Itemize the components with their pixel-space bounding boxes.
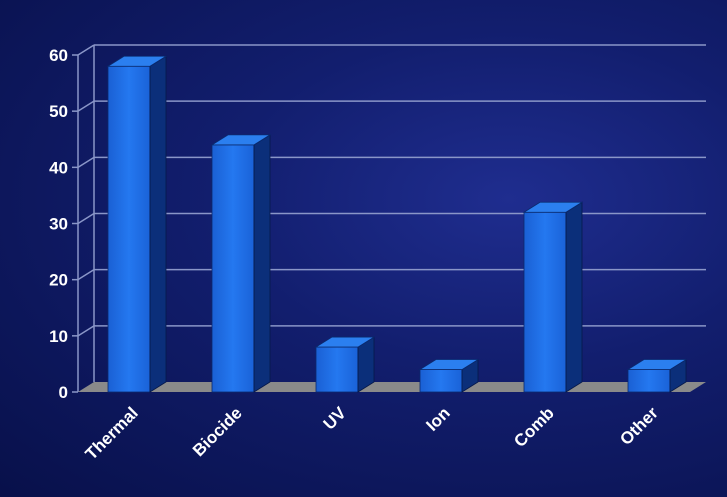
gridline-depth-60 [77, 44, 95, 56]
bar-side-comb [565, 201, 583, 393]
x-label-biocide: Biocide [189, 403, 246, 460]
bar-top-thermal [106, 55, 168, 67]
y-tick-label-0: 0 [59, 383, 68, 402]
bar-front-biocide [211, 144, 255, 393]
y-tick-label-20: 20 [49, 271, 68, 290]
gridline-depth-40 [77, 156, 95, 168]
x-label-thermal: Thermal [82, 403, 142, 463]
chart-floor-plane [78, 382, 706, 392]
y-tick-label-60: 60 [49, 46, 68, 65]
bar-top-comb [522, 201, 584, 213]
bar-side-biocide [253, 134, 271, 393]
bar-front-other [627, 369, 671, 393]
bar-front-ion [419, 369, 463, 393]
bar-biocide [210, 134, 272, 393]
bar-front-comb [523, 211, 567, 393]
bar-uv [314, 336, 376, 393]
gridline-depth-30 [77, 212, 95, 225]
y-tick-label-30: 30 [49, 215, 68, 234]
bar-top-other [626, 359, 688, 370]
x-axis-labels: Thermal Biocide UV Ion Comb Other [82, 403, 662, 464]
bar-front-uv [315, 346, 359, 393]
bar-top-uv [314, 336, 376, 348]
bar-other [626, 358, 688, 393]
y-tick-label-50: 50 [49, 102, 68, 121]
bar-thermal [106, 55, 168, 393]
grid-layer [72, 44, 706, 393]
x-label-uv: UV [320, 403, 351, 434]
gridline-depth-50 [77, 100, 95, 112]
gridline-depth-20 [77, 269, 95, 281]
gridline-depth-10 [77, 325, 95, 337]
chart-floor [78, 382, 706, 392]
y-tick-label-10: 10 [49, 327, 68, 346]
y-axis-ticks: 0 10 20 30 40 50 60 [49, 46, 68, 402]
x-label-ion: Ion [422, 403, 453, 434]
x-label-comb: Comb [510, 403, 557, 450]
x-label-other: Other [616, 403, 662, 449]
bar-front-thermal [107, 65, 151, 393]
bar-ion [418, 358, 480, 393]
bar-comb [522, 201, 584, 393]
bars-layer [106, 55, 688, 393]
bar-top-biocide [210, 134, 272, 146]
bar-top-ion [418, 359, 480, 370]
bar-side-thermal [149, 55, 167, 393]
y-tick-label-40: 40 [49, 158, 68, 177]
